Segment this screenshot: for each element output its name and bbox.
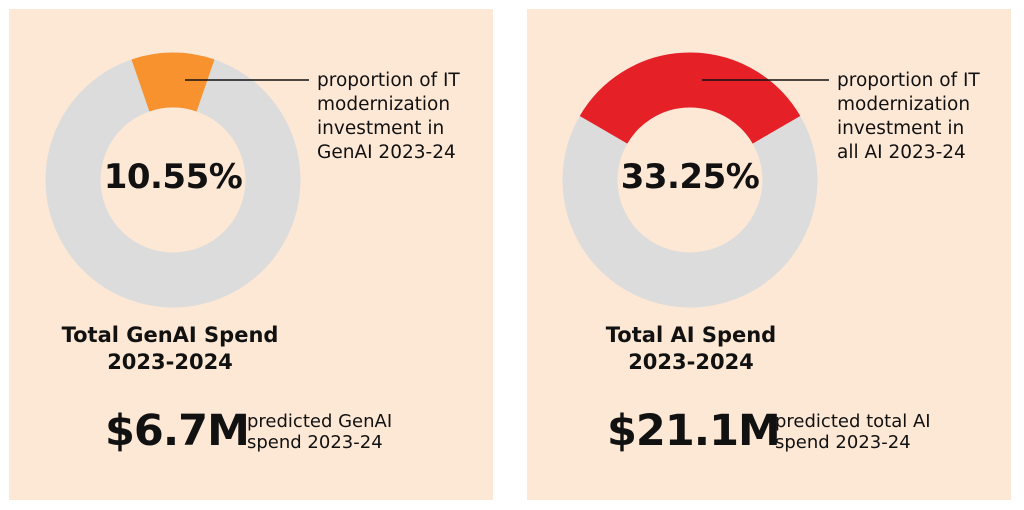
- donut-highlight-slice: [131, 52, 215, 112]
- ai-donut-chart: [562, 52, 829, 308]
- genai-spend-panel: 10.55% proportion of IT modernization in…: [9, 9, 493, 500]
- ai-spend-note: predicted total AI spend 2023-24: [775, 411, 975, 453]
- callout-line: proportion of IT: [317, 70, 460, 91]
- title-line: Total GenAI Spend: [61, 323, 279, 347]
- note-line: spend 2023-24: [247, 432, 383, 453]
- genai-spend-note: predicted GenAI spend 2023-24: [247, 411, 447, 453]
- callout-line: modernization: [317, 94, 451, 115]
- genai-callout-text: proportion of IT modernization investmen…: [317, 69, 497, 165]
- ai-spend-amount: $21.1M: [607, 406, 781, 456]
- ai-spend-title: Total AI Spend 2023-2024: [541, 322, 841, 376]
- genai-donut-chart: [45, 52, 309, 308]
- genai-spend-title: Total GenAI Spend 2023-2024: [20, 322, 320, 376]
- genai-spend-amount: $6.7M: [105, 406, 250, 456]
- donut-highlight-slice: [579, 52, 801, 145]
- ai-callout-text: proportion of IT modernization investmen…: [837, 69, 1017, 165]
- callout-line: proportion of IT: [837, 70, 980, 91]
- callout-line: modernization: [837, 94, 971, 115]
- title-line: Total AI Spend: [605, 323, 777, 347]
- callout-line: all AI 2023-24: [837, 142, 966, 163]
- genai-percentage-label: 10.55%: [103, 157, 243, 197]
- note-line: predicted total AI: [775, 411, 931, 432]
- note-line: predicted GenAI: [247, 411, 393, 432]
- note-line: spend 2023-24: [775, 432, 911, 453]
- callout-line: investment in: [837, 118, 965, 139]
- ai-percentage-label: 33.25%: [620, 157, 760, 197]
- callout-line: investment in: [317, 118, 445, 139]
- title-line: 2023-2024: [107, 350, 233, 374]
- ai-spend-panel: 33.25% proportion of IT modernization in…: [527, 9, 1011, 500]
- callout-line: GenAI 2023-24: [317, 142, 456, 163]
- title-line: 2023-2024: [628, 350, 754, 374]
